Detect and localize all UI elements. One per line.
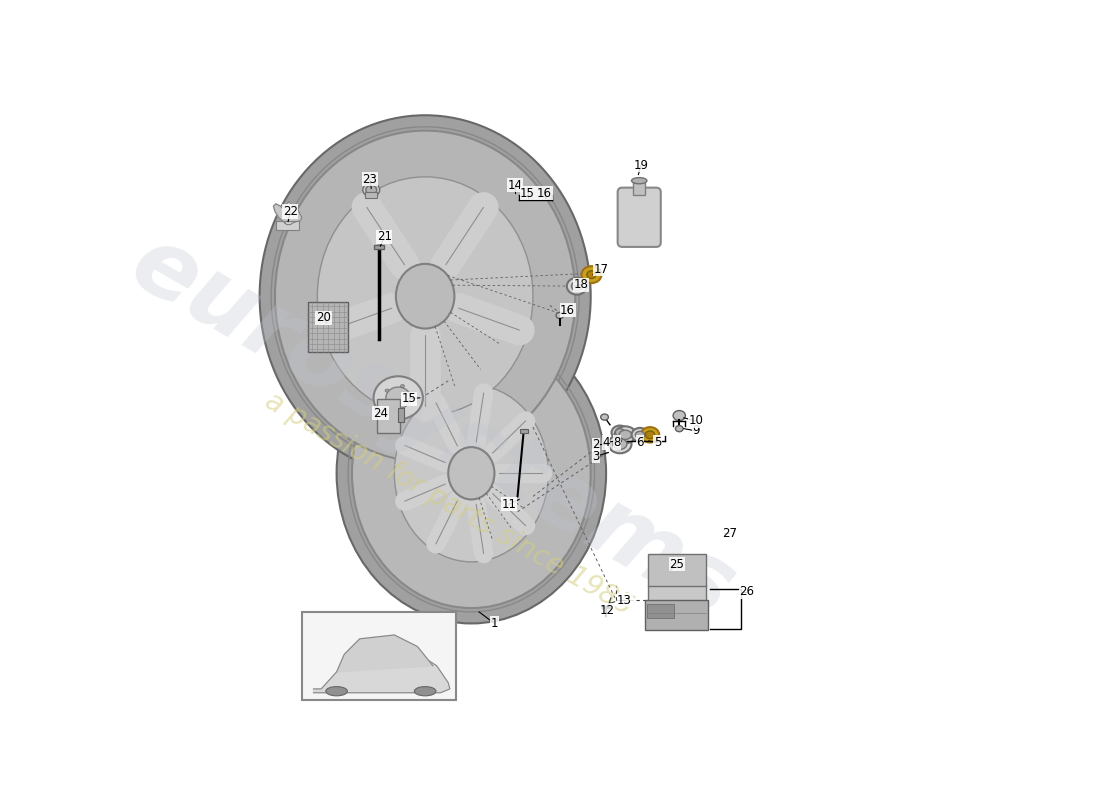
Text: 8: 8 xyxy=(613,436,620,449)
Bar xyxy=(634,181,646,194)
Bar xyxy=(520,430,528,434)
Ellipse shape xyxy=(337,323,606,623)
Ellipse shape xyxy=(631,428,649,442)
Ellipse shape xyxy=(675,426,683,432)
Bar xyxy=(308,302,348,353)
Text: 1: 1 xyxy=(491,617,498,630)
Ellipse shape xyxy=(615,429,625,436)
Ellipse shape xyxy=(615,426,636,443)
Ellipse shape xyxy=(400,385,405,388)
Ellipse shape xyxy=(385,403,389,406)
Text: 26: 26 xyxy=(739,586,755,598)
Bar xyxy=(301,612,456,701)
Polygon shape xyxy=(274,202,301,225)
Ellipse shape xyxy=(613,438,627,450)
Text: 11: 11 xyxy=(502,498,517,510)
Text: 14: 14 xyxy=(508,179,522,192)
Ellipse shape xyxy=(673,410,685,421)
Ellipse shape xyxy=(612,426,628,439)
Ellipse shape xyxy=(326,686,348,696)
Bar xyxy=(398,408,405,422)
Ellipse shape xyxy=(646,431,654,438)
Ellipse shape xyxy=(449,447,495,499)
Bar xyxy=(645,600,707,630)
Polygon shape xyxy=(337,635,433,672)
Text: 18: 18 xyxy=(573,278,588,291)
Ellipse shape xyxy=(587,270,596,278)
Text: 21: 21 xyxy=(377,230,392,243)
Text: 6: 6 xyxy=(636,436,644,449)
Text: 9: 9 xyxy=(692,425,700,438)
Ellipse shape xyxy=(640,427,659,442)
Text: 24: 24 xyxy=(373,406,388,420)
Ellipse shape xyxy=(275,130,575,462)
Ellipse shape xyxy=(318,177,534,415)
Text: 15: 15 xyxy=(402,392,417,405)
Ellipse shape xyxy=(395,385,548,562)
Ellipse shape xyxy=(619,430,631,439)
Ellipse shape xyxy=(400,408,405,411)
Text: 27: 27 xyxy=(722,527,737,540)
Ellipse shape xyxy=(374,376,422,419)
Ellipse shape xyxy=(631,178,647,184)
Bar xyxy=(374,245,384,250)
Ellipse shape xyxy=(352,338,591,608)
Text: 3: 3 xyxy=(593,450,600,463)
Text: 13: 13 xyxy=(617,594,632,607)
Ellipse shape xyxy=(385,389,389,392)
Ellipse shape xyxy=(366,186,376,194)
Text: 25: 25 xyxy=(670,558,684,570)
Ellipse shape xyxy=(415,686,436,696)
Bar xyxy=(649,585,706,618)
Text: eurosystems: eurosystems xyxy=(116,217,750,637)
Text: 17: 17 xyxy=(593,262,608,276)
Ellipse shape xyxy=(566,278,587,294)
Ellipse shape xyxy=(396,264,454,329)
Ellipse shape xyxy=(386,387,410,409)
Text: 20: 20 xyxy=(316,311,331,324)
Text: 15: 15 xyxy=(520,186,535,199)
Polygon shape xyxy=(314,649,450,693)
Ellipse shape xyxy=(582,266,602,283)
Text: 4: 4 xyxy=(603,436,609,449)
Text: 22: 22 xyxy=(283,205,298,218)
Text: 10: 10 xyxy=(689,414,704,427)
Ellipse shape xyxy=(636,431,645,438)
Ellipse shape xyxy=(572,282,582,291)
Ellipse shape xyxy=(260,115,591,477)
Bar xyxy=(649,554,706,586)
Text: 5: 5 xyxy=(654,436,661,449)
Text: 12: 12 xyxy=(600,604,615,617)
Bar xyxy=(365,192,377,198)
Ellipse shape xyxy=(601,414,608,420)
Ellipse shape xyxy=(363,183,379,197)
Ellipse shape xyxy=(608,435,631,454)
Text: 19: 19 xyxy=(634,158,648,172)
Bar xyxy=(276,221,299,230)
Text: 16: 16 xyxy=(537,186,552,199)
Ellipse shape xyxy=(557,312,564,318)
Bar xyxy=(647,604,674,618)
Text: 2: 2 xyxy=(592,438,600,451)
FancyBboxPatch shape xyxy=(618,188,661,247)
Text: a passion for parts since 1985: a passion for parts since 1985 xyxy=(260,387,637,621)
Text: 23: 23 xyxy=(362,173,377,186)
Text: 16: 16 xyxy=(560,303,575,317)
Ellipse shape xyxy=(410,396,414,399)
Bar xyxy=(376,398,399,434)
